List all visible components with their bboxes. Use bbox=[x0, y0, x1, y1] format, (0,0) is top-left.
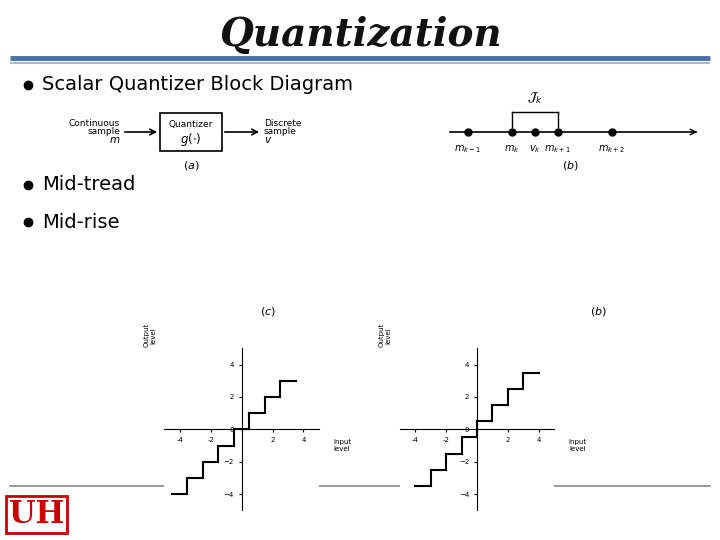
Text: Discrete: Discrete bbox=[264, 118, 302, 127]
Text: $v$: $v$ bbox=[264, 135, 272, 145]
Text: Quantizer: Quantizer bbox=[168, 120, 213, 130]
Y-axis label: Output
level: Output level bbox=[379, 323, 392, 347]
Text: $(c)$: $(c)$ bbox=[260, 306, 276, 319]
Text: $m_{k-1}$: $m_{k-1}$ bbox=[454, 143, 482, 155]
Text: $m$: $m$ bbox=[109, 135, 120, 145]
Text: $(b)$: $(b)$ bbox=[562, 159, 578, 172]
Text: Continuous: Continuous bbox=[69, 118, 120, 127]
Text: sample: sample bbox=[264, 126, 297, 136]
Bar bbox=[160, 113, 222, 151]
Text: Mid-tread: Mid-tread bbox=[42, 176, 135, 194]
Text: Scalar Quantizer Block Diagram: Scalar Quantizer Block Diagram bbox=[42, 76, 353, 94]
Text: $(b)$: $(b)$ bbox=[590, 306, 606, 319]
Y-axis label: Output
level: Output level bbox=[143, 323, 156, 347]
X-axis label: Input
level: Input level bbox=[569, 439, 587, 452]
X-axis label: Input
level: Input level bbox=[333, 439, 351, 452]
Text: $m_k$: $m_k$ bbox=[504, 143, 520, 155]
Text: $m_{k+1}$: $m_{k+1}$ bbox=[544, 143, 572, 155]
Text: $\mathcal{J}_k$: $\mathcal{J}_k$ bbox=[527, 91, 543, 106]
Text: $m_{k+2}$: $m_{k+2}$ bbox=[598, 143, 626, 155]
Text: UH: UH bbox=[9, 499, 64, 530]
Text: Mid-rise: Mid-rise bbox=[42, 213, 120, 232]
Text: Quantization: Quantization bbox=[219, 16, 501, 54]
Text: sample: sample bbox=[87, 126, 120, 136]
Text: $v_k$: $v_k$ bbox=[529, 143, 541, 155]
Text: $g(\cdot)$: $g(\cdot)$ bbox=[180, 131, 202, 147]
Text: $(a)$: $(a)$ bbox=[183, 159, 199, 172]
